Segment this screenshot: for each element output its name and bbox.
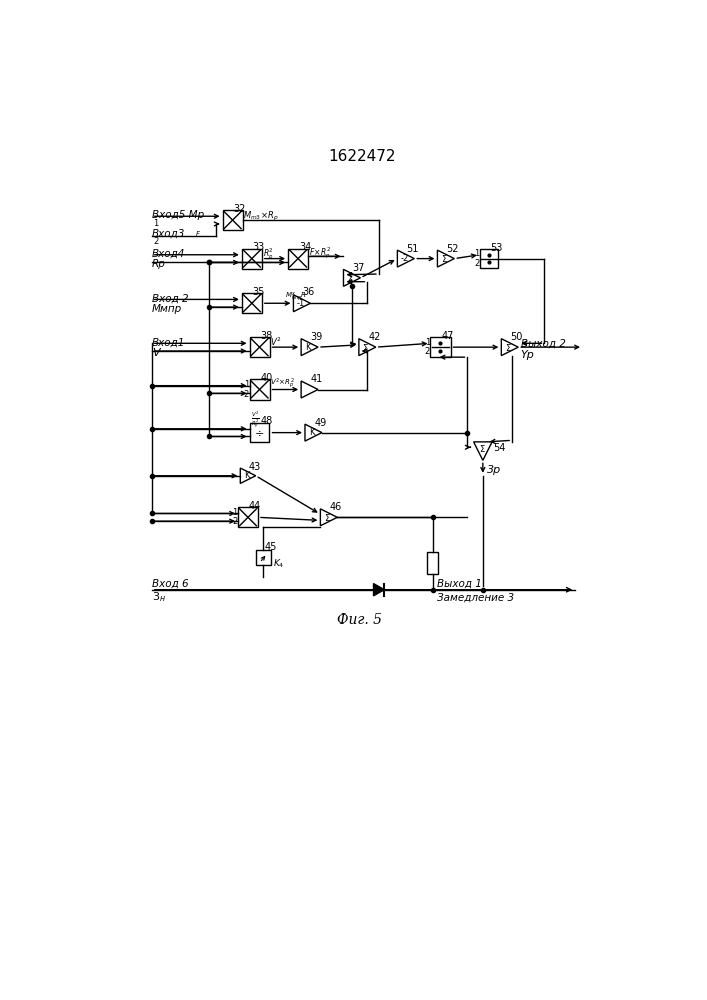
Text: $\Sigma$: $\Sigma$ <box>347 272 354 283</box>
Text: 39: 39 <box>310 332 322 342</box>
Bar <box>480 249 498 268</box>
Bar <box>223 210 243 230</box>
Text: $K_4$: $K_4$ <box>273 557 284 570</box>
Bar <box>238 507 258 527</box>
Text: 49: 49 <box>314 418 327 428</box>
Text: 54: 54 <box>493 443 506 453</box>
Text: 40: 40 <box>260 373 273 383</box>
Text: Выход 2: Выход 2 <box>520 338 566 348</box>
Text: 47: 47 <box>441 331 454 341</box>
Bar <box>288 249 308 269</box>
Text: 35: 35 <box>252 287 265 297</box>
Text: $F\!\times\!R_p^2$: $F\!\times\!R_p^2$ <box>309 245 331 261</box>
Text: Замедление 3: Замедление 3 <box>437 592 514 602</box>
Bar <box>256 550 271 565</box>
Bar <box>428 552 438 574</box>
Text: Вход3: Вход3 <box>152 229 185 239</box>
Text: Ммпр: Ммпр <box>152 304 182 314</box>
Bar <box>431 337 450 357</box>
Text: Вход 2: Вход 2 <box>152 294 188 304</box>
Text: $\Sigma$: $\Sigma$ <box>324 512 331 523</box>
Text: $\Sigma$: $\Sigma$ <box>441 253 448 264</box>
Text: $\Sigma$: $\Sigma$ <box>505 342 512 353</box>
Text: $\div$: $\div$ <box>255 428 264 438</box>
Text: 48: 48 <box>260 416 273 426</box>
Text: K: K <box>305 343 311 352</box>
Bar <box>250 423 269 442</box>
Text: Вход1: Вход1 <box>152 338 185 348</box>
Text: Вход 6: Вход 6 <box>152 579 188 589</box>
Text: 50: 50 <box>510 332 523 342</box>
Text: 34: 34 <box>299 242 311 252</box>
Text: 2: 2 <box>244 390 249 399</box>
Bar <box>242 293 262 313</box>
Text: 36: 36 <box>303 287 315 297</box>
Text: 43: 43 <box>249 462 261 472</box>
Text: 42: 42 <box>368 332 380 342</box>
Text: Фиг. 5: Фиг. 5 <box>337 613 382 628</box>
Text: 1: 1 <box>474 249 479 258</box>
Text: 2: 2 <box>474 259 479 268</box>
Text: 1: 1 <box>233 508 238 517</box>
Text: 53: 53 <box>490 243 502 253</box>
Text: $\Sigma$: $\Sigma$ <box>479 443 486 454</box>
Text: $R_p^2$: $R_p^2$ <box>262 246 274 262</box>
Polygon shape <box>373 584 385 596</box>
Text: -2: -2 <box>400 254 409 263</box>
Text: Yр: Yр <box>520 350 534 360</box>
Text: Вход4: Вход4 <box>152 249 185 259</box>
Text: 51: 51 <box>407 244 419 254</box>
Text: $M_{m3}\!\times\!R_p$: $M_{m3}\!\times\!R_p$ <box>243 210 279 223</box>
Text: 1: 1 <box>425 338 430 347</box>
Text: 37: 37 <box>353 263 365 273</box>
Text: K: K <box>244 471 249 480</box>
Text: 2: 2 <box>233 517 238 526</box>
Text: 32: 32 <box>233 204 246 214</box>
Bar <box>250 337 269 357</box>
Text: 52: 52 <box>447 244 459 254</box>
Text: 33: 33 <box>252 242 265 252</box>
Text: $M_{мпр}^x\!R$: $M_{мпр}^x\!R$ <box>285 290 306 304</box>
Text: $3_н$: $3_н$ <box>152 590 165 604</box>
Text: 44: 44 <box>249 501 261 511</box>
Text: Rр: Rр <box>152 259 165 269</box>
Text: 45: 45 <box>264 542 276 552</box>
Bar <box>242 249 262 269</box>
Text: 2: 2 <box>153 237 158 246</box>
Text: Выход 1: Выход 1 <box>437 579 481 589</box>
Text: $\frac{V^2}{R_p^2}$: $\frac{V^2}{R_p^2}$ <box>251 409 260 430</box>
Bar <box>250 379 269 400</box>
Text: Вход5 Мр: Вход5 Мр <box>152 210 204 220</box>
Text: K: K <box>309 428 315 437</box>
Text: -1: -1 <box>296 299 305 308</box>
Text: 2: 2 <box>425 347 430 356</box>
Text: $\Sigma$: $\Sigma$ <box>363 342 369 353</box>
Text: 1: 1 <box>153 219 158 228</box>
Text: $_F$: $_F$ <box>195 229 201 239</box>
Text: 46: 46 <box>329 502 342 512</box>
Text: 1: 1 <box>244 380 249 389</box>
Text: $V^2$: $V^2$ <box>270 336 282 348</box>
Text: 1622472: 1622472 <box>328 149 396 164</box>
Text: V: V <box>152 348 159 358</box>
Text: 3р: 3р <box>486 465 501 475</box>
Text: 38: 38 <box>260 331 273 341</box>
Text: $V^2\!\times\!R_p^2$: $V^2\!\times\!R_p^2$ <box>270 377 296 391</box>
Text: 41: 41 <box>310 374 322 384</box>
